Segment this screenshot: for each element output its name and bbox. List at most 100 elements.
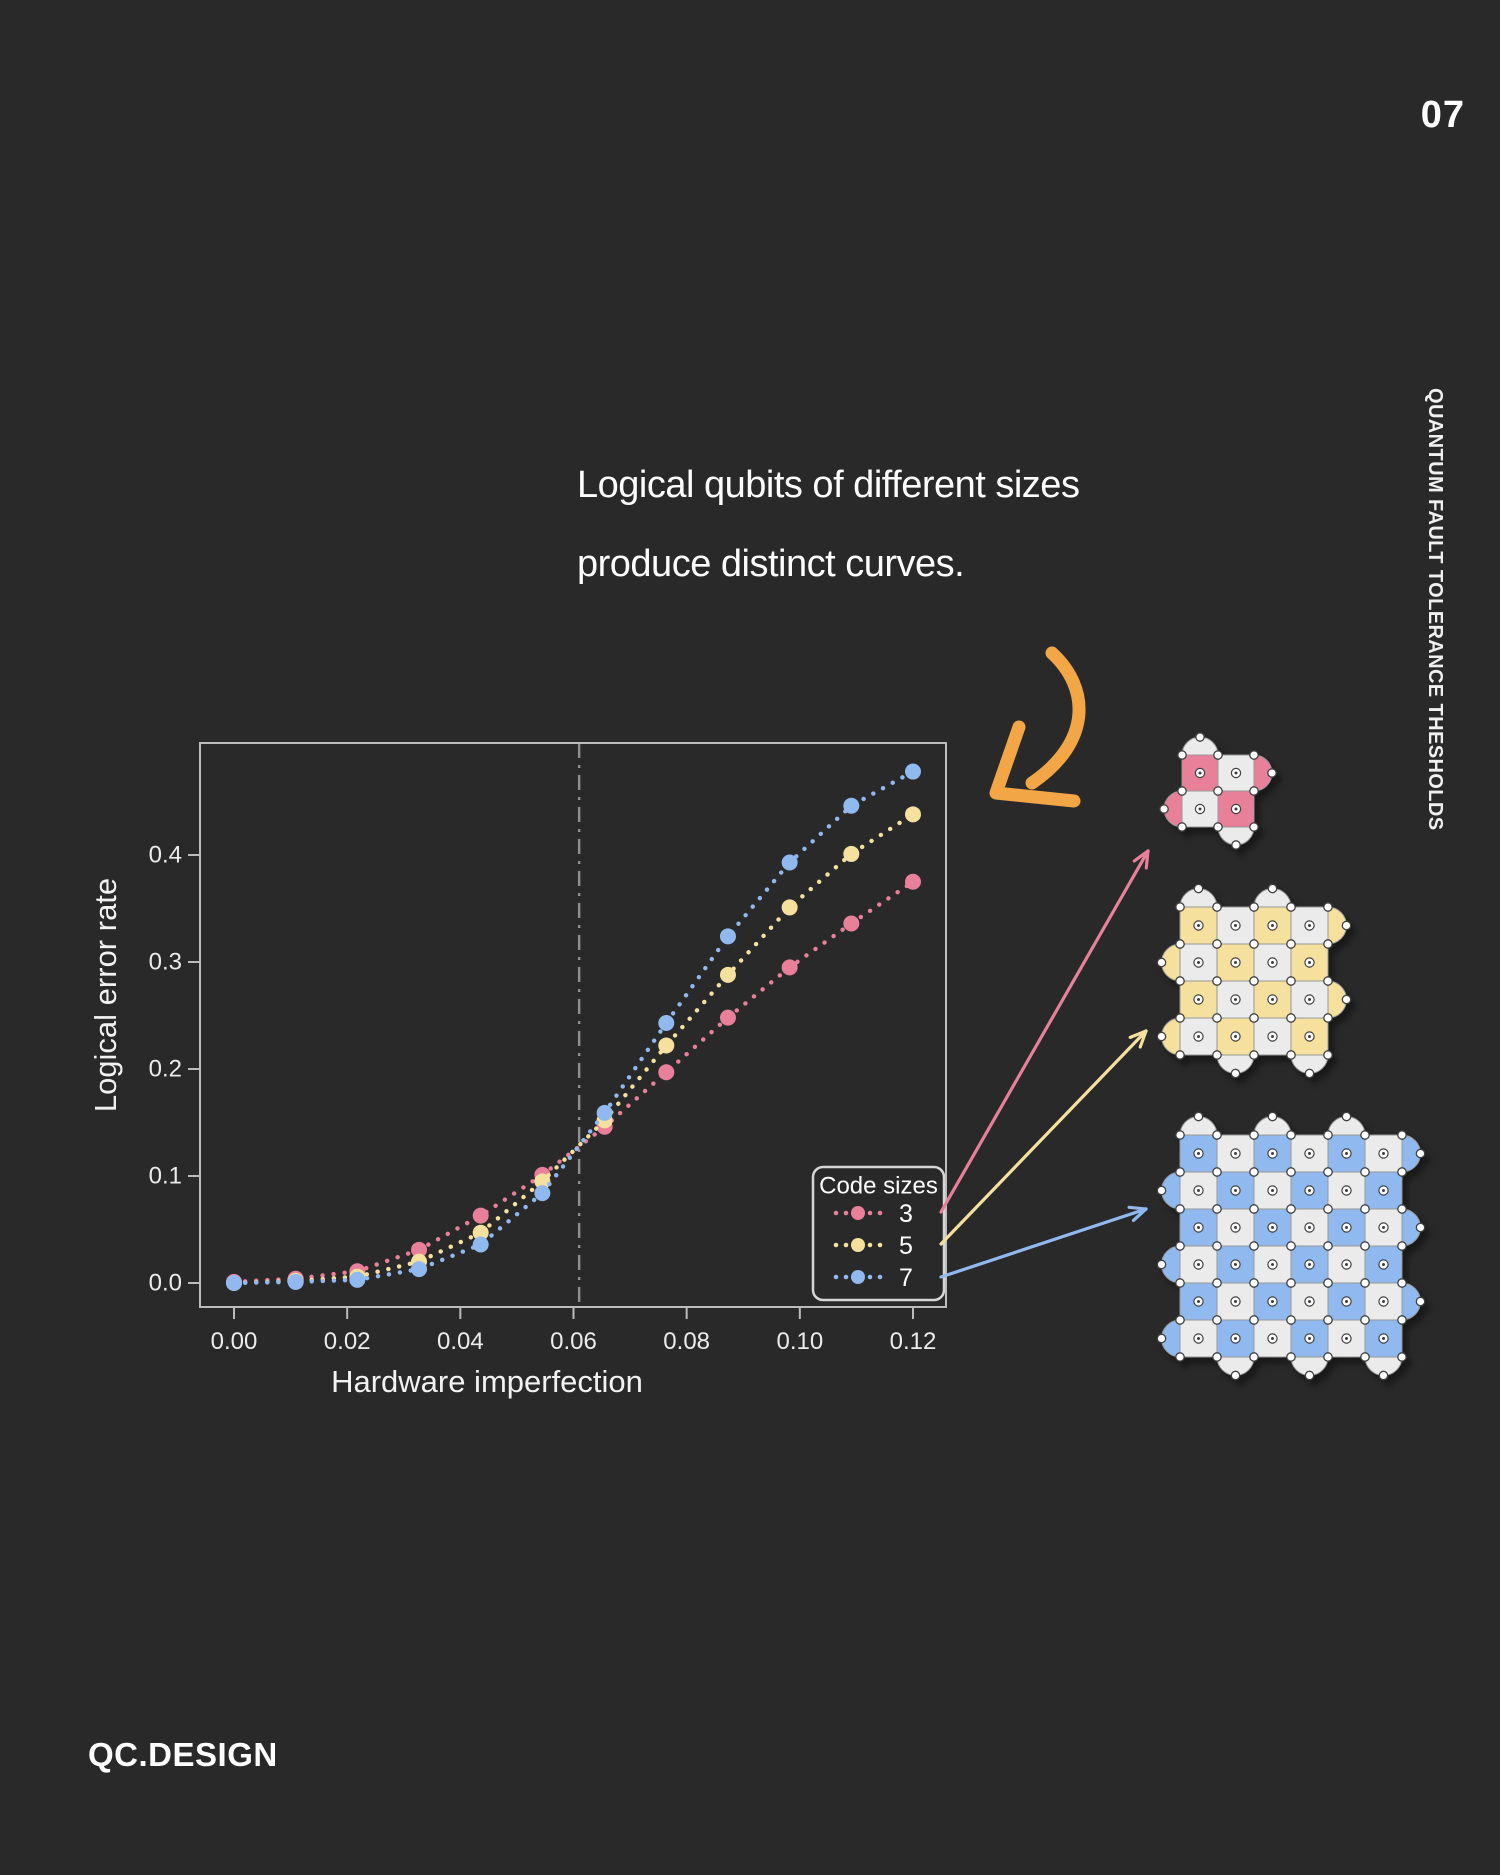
data-point bbox=[719, 966, 736, 983]
data-point bbox=[596, 1104, 613, 1121]
legend-item-5: 5 bbox=[833, 1232, 913, 1260]
qubit-node bbox=[1175, 902, 1185, 912]
legend-marker-dot bbox=[877, 1274, 883, 1280]
data-point bbox=[287, 1273, 304, 1290]
qubit-node bbox=[1360, 1352, 1370, 1362]
arrow-head bbox=[1127, 1205, 1148, 1211]
data-point bbox=[904, 873, 921, 890]
qubit-node bbox=[1175, 939, 1185, 949]
stabilizer-marker-dot bbox=[1382, 1337, 1385, 1340]
x-axis: 0.00 0.02 0.04 0.06 0.08 0.10 0.12 bbox=[211, 1307, 937, 1355]
stabilizer-marker-dot bbox=[1271, 1300, 1274, 1303]
pointer-arrows bbox=[939, 849, 1150, 1279]
stabilizer-marker-dot bbox=[1271, 961, 1274, 964]
curved-arrow bbox=[989, 646, 1086, 808]
qubit-node bbox=[1286, 1278, 1296, 1288]
arrow-head bbox=[1138, 1029, 1148, 1049]
qubit-node bbox=[1249, 1050, 1259, 1060]
legend-marker-dot bbox=[877, 1210, 883, 1216]
qubit-node bbox=[1249, 1278, 1259, 1288]
x-tick-label: 0.02 bbox=[324, 1328, 371, 1355]
series-5-dotted-line bbox=[231, 812, 916, 1286]
threshold-chart: 0.00 0.02 0.04 0.06 0.08 0.10 0.12 0.0 0.1 0.2 0.3… bbox=[88, 742, 947, 1399]
qubit-node bbox=[1323, 1130, 1333, 1140]
qubit-node bbox=[1323, 1167, 1333, 1177]
y-tick-label: 0.3 bbox=[149, 949, 182, 976]
data-point bbox=[781, 959, 798, 976]
qubit-node bbox=[1177, 750, 1187, 760]
qubit-node bbox=[1286, 1204, 1296, 1214]
stabilizer-marker-dot bbox=[1198, 771, 1202, 775]
qubit-node bbox=[1397, 1278, 1407, 1288]
qubit-node bbox=[1360, 1130, 1370, 1140]
qubit-node bbox=[1397, 1167, 1407, 1177]
stabilizer-marker-dot bbox=[1271, 924, 1274, 927]
data-point bbox=[719, 1009, 736, 1026]
page-title-line-1: Logical qubits of different sizes bbox=[577, 464, 1080, 506]
stabilizer-marker-dot bbox=[1345, 1263, 1348, 1266]
legend-label: 3 bbox=[899, 1200, 913, 1228]
y-axis-title: Logical error rate bbox=[88, 878, 123, 1112]
stabilizer-marker-dot bbox=[1308, 1226, 1311, 1229]
stabilizer-marker-dot bbox=[1234, 1035, 1237, 1038]
stabilizer-marker-dot bbox=[1197, 1263, 1200, 1266]
data-point bbox=[349, 1271, 366, 1288]
qubit-node bbox=[1304, 1370, 1315, 1381]
qubit-node bbox=[1177, 822, 1187, 832]
qubit-node bbox=[1156, 1259, 1167, 1270]
qubit-node bbox=[1267, 883, 1278, 894]
qubit-node bbox=[1397, 1352, 1407, 1362]
data-point bbox=[658, 1037, 675, 1054]
stabilizer-marker-dot bbox=[1308, 998, 1311, 1001]
qubit-node bbox=[1397, 1204, 1407, 1214]
arrow-to-code-5 bbox=[939, 1029, 1148, 1246]
series-7-dotted-line bbox=[231, 769, 916, 1286]
y-axis: 0.0 0.1 0.2 0.3 0.4 bbox=[149, 842, 200, 1297]
qubit-node bbox=[1175, 1278, 1185, 1288]
qubit-node bbox=[1286, 939, 1296, 949]
qubit-node bbox=[1212, 1013, 1222, 1023]
qubit-node bbox=[1415, 1296, 1426, 1307]
qubit-node bbox=[1156, 1031, 1167, 1042]
stabilizer-marker-dot bbox=[1382, 1263, 1385, 1266]
qubit-node bbox=[1415, 1222, 1426, 1233]
qubit-node bbox=[1397, 1315, 1407, 1325]
stabilizer-marker-dot bbox=[1308, 1263, 1311, 1266]
legend-marker-dot bbox=[833, 1210, 839, 1216]
lattice-code-size-5 bbox=[1156, 883, 1352, 1079]
stabilizer-marker-dot bbox=[1234, 771, 1238, 775]
data-point bbox=[658, 1014, 675, 1031]
stabilizer-marker-dot bbox=[1271, 1226, 1274, 1229]
data-point bbox=[472, 1224, 489, 1241]
qubit-node bbox=[1267, 768, 1277, 778]
x-axis-title: Hardware imperfection bbox=[331, 1364, 643, 1399]
stabilizer-marker-dot bbox=[1345, 1300, 1348, 1303]
x-tick-label: 0.12 bbox=[890, 1328, 937, 1355]
qubit-node bbox=[1249, 976, 1259, 986]
qubit-node bbox=[1230, 1068, 1241, 1079]
series-7 bbox=[226, 763, 921, 1291]
qubit-node bbox=[1323, 1013, 1333, 1023]
qubit-node bbox=[1212, 1278, 1222, 1288]
legend-label: 5 bbox=[899, 1232, 913, 1260]
data-point bbox=[843, 845, 860, 862]
data-point bbox=[534, 1185, 551, 1202]
stabilizer-marker-dot bbox=[1308, 1337, 1311, 1340]
arrow-shaft bbox=[939, 1029, 1148, 1246]
legend-title: Code sizes bbox=[819, 1173, 938, 1200]
qubit-node bbox=[1249, 786, 1259, 796]
stabilizer-marker-dot bbox=[1234, 1189, 1237, 1192]
stabilizer-marker-dot bbox=[1308, 1189, 1311, 1192]
stabilizer-marker-dot bbox=[1234, 1226, 1237, 1229]
curved-arrow-head bbox=[989, 720, 1081, 808]
qubit-node bbox=[1323, 1278, 1333, 1288]
data-point bbox=[719, 928, 736, 945]
data-point bbox=[904, 806, 921, 823]
qubit-node bbox=[1212, 1130, 1222, 1140]
legend-marker-dot bbox=[843, 1210, 849, 1216]
stabilizer-marker-dot bbox=[1234, 1300, 1237, 1303]
stabilizer-marker-dot bbox=[1271, 1189, 1274, 1192]
qubit-node bbox=[1195, 732, 1205, 742]
